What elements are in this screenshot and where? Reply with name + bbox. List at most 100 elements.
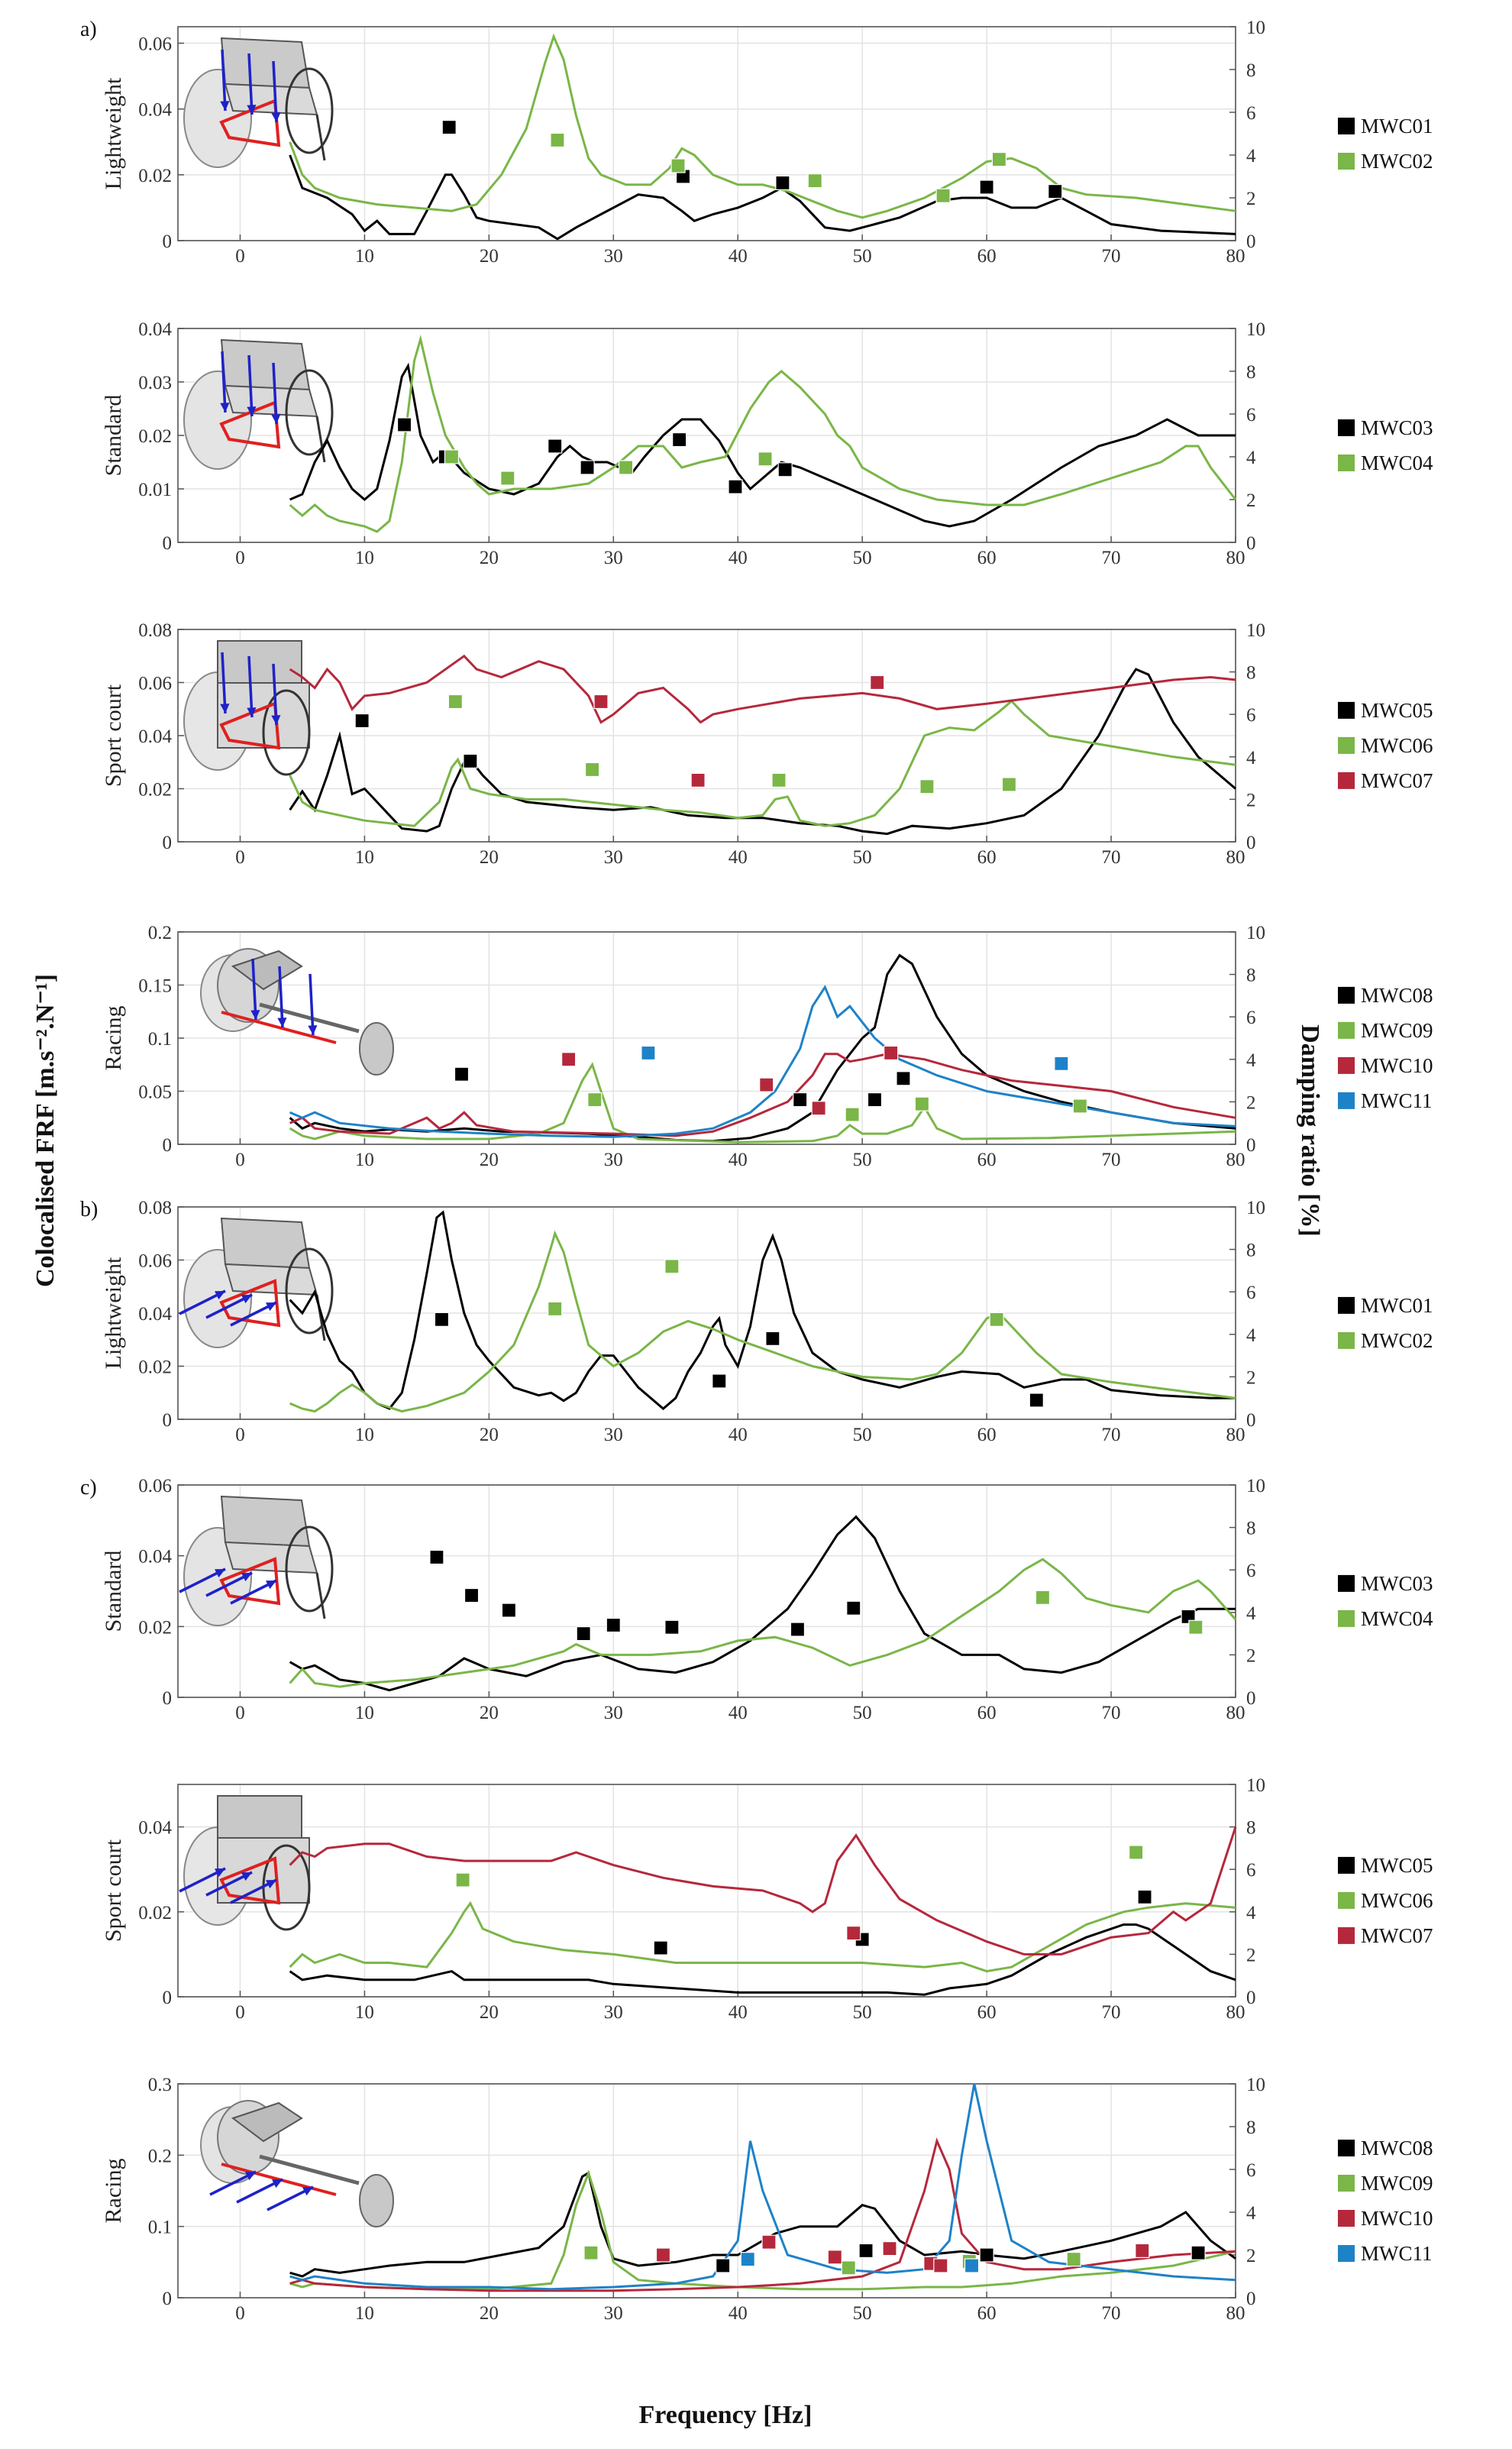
series-line-mwc11 (289, 985, 1236, 1138)
x-tick-label: 70 (1102, 1703, 1121, 1723)
y2-tick-label: 10 (1246, 620, 1265, 641)
y-tick-label: 0.02 (138, 1617, 172, 1638)
damping-marker-mwc01 (434, 1312, 450, 1327)
legend-swatch (1338, 1891, 1355, 1909)
x-tick-label: 80 (1226, 1703, 1245, 1723)
legend-label: MWC10 (1361, 2207, 1433, 2230)
series-line-mwc06 (289, 1901, 1236, 1973)
legend-swatch (1338, 419, 1355, 436)
y2-tick-label: 0 (1246, 231, 1256, 252)
damping-marker-mwc08 (896, 1071, 911, 1086)
y2-tick-label: 10 (1246, 319, 1265, 340)
x-tick-label: 60 (977, 1150, 997, 1170)
damping-marker-mwc03 (429, 1549, 444, 1565)
x-tick-label: 10 (355, 2002, 374, 2023)
damping-marker-mwc01 (765, 1331, 780, 1346)
x-tick-label: 70 (1102, 1425, 1121, 1445)
wheelchair-illustration (183, 1795, 311, 1931)
legend-swatch (1338, 1056, 1355, 1074)
y-tick-label: 0.2 (148, 923, 172, 943)
y2-tick-label: 8 (1246, 1519, 1256, 1539)
arrow-head-icon (272, 2179, 283, 2189)
y-tick-label: 0.05 (138, 1082, 172, 1103)
wheelchair-illustration (200, 2100, 394, 2227)
y2-tick-label: 6 (1246, 405, 1256, 425)
arrow-head-icon (215, 1868, 225, 1878)
frame-line (221, 1011, 337, 1044)
arrow-head-icon (241, 1295, 252, 1304)
y2-tick-label: 8 (1246, 60, 1256, 81)
series-line-mwc05 (289, 1923, 1236, 1996)
x-tick-label: 50 (853, 2303, 872, 2324)
legend-label: MWC04 (1361, 1607, 1433, 1630)
x-tick-label: 50 (853, 548, 872, 568)
x-tick-label: 60 (977, 847, 997, 868)
x-tick-label: 30 (604, 2303, 623, 2324)
x-tick-label: 30 (604, 246, 623, 267)
legend-label: MWC11 (1361, 2242, 1433, 2265)
frame-line (221, 2163, 337, 2196)
damping-marker-mwc02 (989, 1312, 1004, 1327)
y-tick-label: 0.3 (148, 2075, 172, 2095)
y2-tick-label: 4 (1246, 748, 1256, 768)
legend-swatch (1338, 986, 1355, 1004)
damping-marker-mwc10 (655, 2247, 671, 2263)
y2-tick-label: 0 (1246, 833, 1256, 853)
y-axis-title-left: Colocalised FRF [m.s⁻².N⁻¹] (31, 974, 60, 1287)
x-tick-label: 40 (729, 2002, 748, 2023)
x-tick-label: 40 (729, 847, 748, 868)
x-tick-label: 20 (480, 2303, 499, 2324)
damping-marker-mwc06 (584, 762, 600, 778)
arrow-head-icon (247, 105, 257, 115)
impact-markers (219, 351, 281, 449)
damping-marker-mwc05 (463, 753, 478, 768)
x-tick-label: 50 (853, 1425, 872, 1445)
x-tick-label: 30 (604, 548, 623, 568)
y2-tick-label: 8 (1246, 1241, 1256, 1261)
damping-marker-mwc10 (827, 2250, 842, 2265)
impact-arrow-shaft (272, 663, 278, 726)
y2-tick-label: 2 (1246, 1945, 1256, 1965)
x-tick-label: 50 (853, 1150, 872, 1170)
y-tick-label: 0.1 (148, 1029, 172, 1050)
x-tick-label: 0 (235, 2002, 245, 2023)
x-tick-label: 20 (480, 1425, 499, 1445)
wheelchair-illustration (183, 1217, 334, 1348)
arrow-head-icon (247, 707, 257, 717)
wheel-icon (285, 67, 334, 154)
y-tick-label: 0 (163, 833, 173, 853)
seat-icon (224, 384, 318, 418)
damping-marker-mwc09 (845, 1107, 860, 1122)
damping-marker-mwc08 (716, 2258, 731, 2273)
legend-swatch (1338, 153, 1355, 170)
damping-marker-mwc01 (1048, 184, 1063, 199)
damping-marker-mwc04 (618, 460, 634, 475)
damping-marker-mwc07 (593, 694, 609, 710)
wheel-icon (285, 1247, 334, 1334)
y2-tick-label: 10 (1246, 18, 1265, 38)
damping-marker-mwc10 (884, 1045, 899, 1061)
y-tick-label: 0.01 (138, 480, 172, 500)
wheel-icon (285, 1525, 334, 1613)
frame-outline (219, 400, 281, 449)
backrest-icon (217, 640, 302, 684)
y-tick-label: 0.02 (138, 166, 172, 186)
legend-swatch (1338, 736, 1355, 754)
damping-marker-mwc11 (740, 2252, 755, 2267)
x-tick-label: 30 (604, 1703, 623, 1723)
damping-marker-mwc06 (1129, 1845, 1144, 1860)
legend-label: MWC07 (1361, 769, 1433, 792)
x-tick-label: 50 (853, 2002, 872, 2023)
damping-marker-mwc10 (561, 1052, 577, 1067)
y-tick-label: 0.06 (138, 1476, 172, 1496)
panel-8: 0 10 20 30 40 50 60 70 8000.10.20.30246810Racing… (101, 2075, 1433, 2324)
panel-2: 0 10 20 30 40 50 60 70 8000.010.020.030.04024681… (101, 319, 1433, 568)
impact-arrow-shaft (278, 966, 284, 1028)
damping-marker-mwc09 (914, 1096, 929, 1111)
x-tick-label: 0 (235, 2303, 245, 2324)
y2-tick-label: 10 (1246, 1198, 1265, 1218)
y-tick-label: 0.02 (138, 1357, 172, 1378)
impact-markers (179, 1557, 281, 1606)
damping-marker-mwc03 (548, 438, 563, 454)
